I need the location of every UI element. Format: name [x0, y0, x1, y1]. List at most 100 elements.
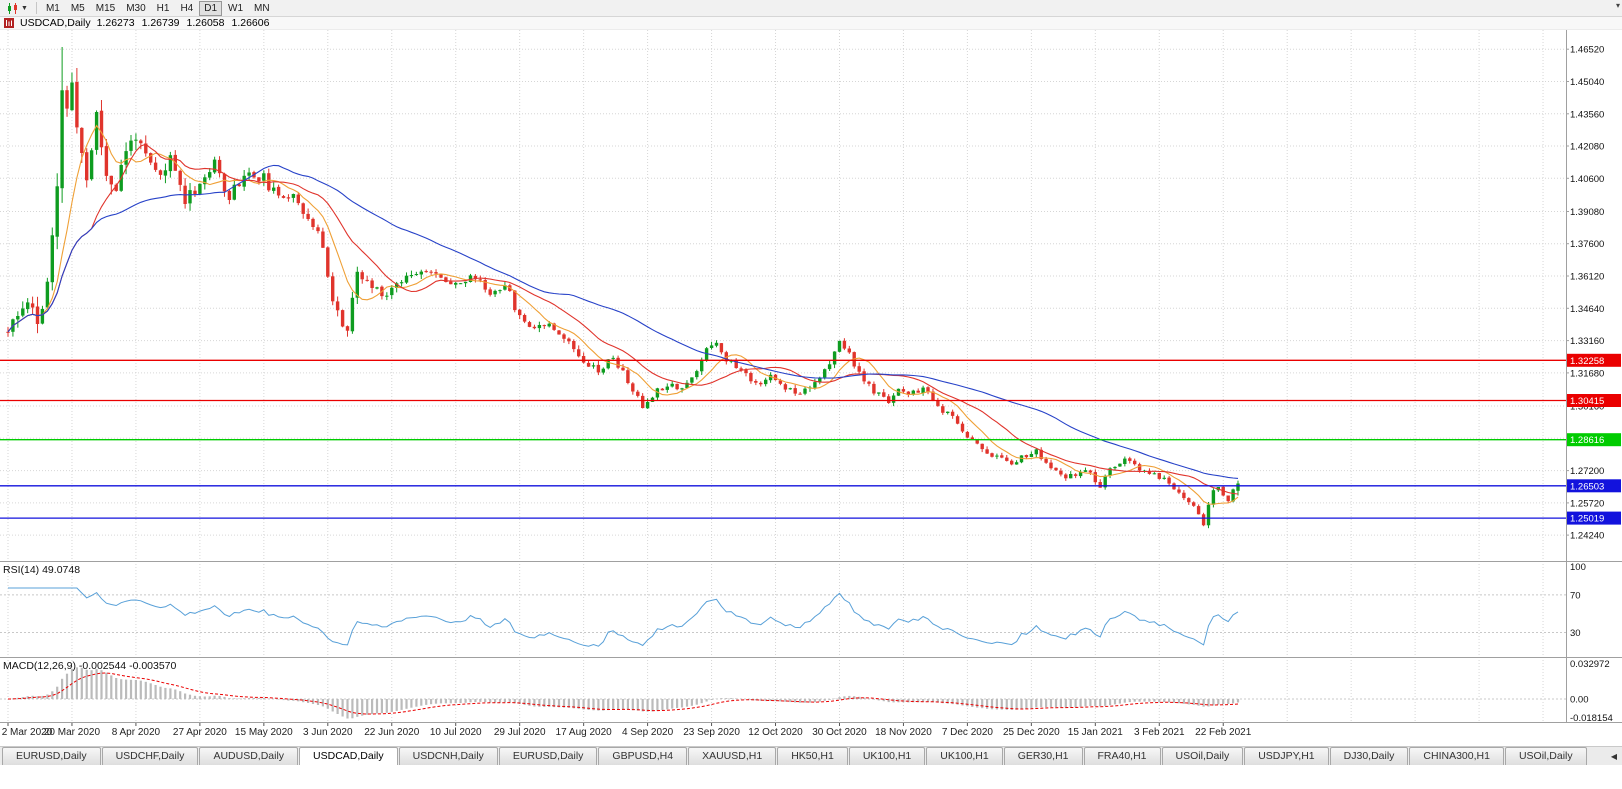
price-axis-badge[interactable]: 1.25019 [1567, 511, 1621, 525]
svg-text:18 Nov 2020: 18 Nov 2020 [875, 727, 932, 738]
timeframe-button-m1[interactable]: M1 [41, 1, 65, 16]
quote-open: 1.26273 [96, 17, 135, 29]
svg-text:1.43560: 1.43560 [1570, 109, 1604, 120]
svg-text:29 Jul 2020: 29 Jul 2020 [494, 727, 546, 738]
toolbar: ▼ M1 M5 M15 M30 H1 H4 D1 W1 MN ▾ [0, 0, 1622, 17]
chart-tab-usdcnh[interactable]: USDCNH,Daily [398, 747, 498, 765]
chart-title-symbol: USDCAD,Daily [20, 17, 91, 29]
timeframe-button-m30[interactable]: M30 [121, 1, 150, 16]
macd-label: MACD(12,26,9) -0.002544 -0.003570 [3, 660, 177, 672]
svg-text:1.25019: 1.25019 [1570, 514, 1604, 525]
svg-text:1.34640: 1.34640 [1570, 304, 1604, 315]
toolbar-separator [35, 2, 37, 14]
timeframe-button-h1[interactable]: H1 [152, 1, 175, 16]
chart-tab-china300[interactable]: CHINA300,H1 [1409, 747, 1504, 765]
chart-tab-audusd[interactable]: AUDUSD,Daily [199, 747, 299, 765]
chart-tabs-bar: EURUSD,Daily USDCHF,Daily AUDUSD,Daily USDC… [0, 746, 1622, 765]
macd-histogram [11, 667, 1240, 719]
svg-text:22 Jun 2020: 22 Jun 2020 [364, 727, 419, 738]
svg-text:30 Oct 2020: 30 Oct 2020 [812, 727, 867, 738]
chart-tab-eurusd[interactable]: EURUSD,Daily [2, 747, 101, 765]
svg-text:-0.018154: -0.018154 [1570, 713, 1613, 724]
toolbar-overflow-button[interactable]: ▾ [1615, 1, 1620, 10]
svg-text:4 Sep 2020: 4 Sep 2020 [622, 727, 674, 738]
quote-high: 1.26739 [141, 17, 180, 29]
ma-8-line [7, 124, 1239, 505]
svg-text:23 Sep 2020: 23 Sep 2020 [683, 727, 740, 738]
svg-text:1.42080: 1.42080 [1570, 142, 1604, 153]
svg-text:1.46520: 1.46520 [1570, 45, 1604, 56]
chart-tab-dj30[interactable]: DJ30,Daily [1329, 747, 1409, 765]
svg-text:8 Apr 2020: 8 Apr 2020 [112, 727, 161, 738]
chart-tab-hk50[interactable]: HK50,H1 [777, 747, 848, 765]
timeframe-button-h4[interactable]: H4 [175, 1, 198, 16]
indicator-levels [0, 594, 1566, 700]
chart-tab-usdjpy[interactable]: USDJPY,H1 [1244, 747, 1329, 765]
svg-text:1.30415: 1.30415 [1570, 396, 1604, 407]
chart-tab-usdcad[interactable]: USDCAD,Daily [299, 747, 398, 765]
svg-text:1.31680: 1.31680 [1570, 368, 1604, 379]
svg-text:70: 70 [1570, 590, 1581, 601]
chart-tab-gbpusd[interactable]: GBPUSD,H4 [598, 747, 688, 765]
price-axis-badge[interactable]: 1.28616 [1567, 433, 1621, 447]
chart-tab-eurusd[interactable]: EURUSD,Daily [498, 747, 598, 765]
tab-scroll-button[interactable]: ◀ [1607, 749, 1621, 763]
svg-text:0.032972: 0.032972 [1570, 659, 1610, 670]
chart-window-icon[interactable] [4, 18, 14, 28]
timeframe-button-d1[interactable]: D1 [199, 0, 223, 16]
svg-text:7 Dec 2020: 7 Dec 2020 [942, 727, 994, 738]
rsi-axis: 100 70 30 [1570, 562, 1586, 639]
chart-tab-usdchf[interactable]: USDCHF,Daily [101, 747, 199, 765]
svg-text:17 Aug 2020: 17 Aug 2020 [556, 727, 613, 738]
chart-type-button[interactable]: ▼ [3, 1, 32, 16]
svg-text:1.26503: 1.26503 [1570, 481, 1604, 492]
timeframe-button-m5[interactable]: M5 [66, 1, 90, 16]
svg-text:1.39080: 1.39080 [1570, 207, 1604, 218]
svg-text:100: 100 [1570, 562, 1586, 573]
svg-text:27 Apr 2020: 27 Apr 2020 [173, 727, 227, 738]
svg-text:30: 30 [1570, 628, 1581, 639]
svg-text:12 Oct 2020: 12 Oct 2020 [748, 727, 803, 738]
status-gap [0, 741, 1622, 746]
chart-title-ohlc: 1.26273 1.26739 1.26058 1.26606 [97, 17, 270, 29]
timeframe-button-m15[interactable]: M15 [91, 1, 120, 16]
chart-window-titlebar: USDCAD,Daily 1.26273 1.26739 1.26058 1.2… [0, 17, 1622, 30]
svg-text:1.33160: 1.33160 [1570, 336, 1604, 347]
svg-text:1.28616: 1.28616 [1570, 435, 1604, 446]
chart-tab-uk100[interactable]: UK100,H1 [926, 747, 1003, 765]
svg-text:15 May 2020: 15 May 2020 [235, 727, 293, 738]
chart-tab-fra40[interactable]: FRA40,H1 [1083, 747, 1161, 765]
candlestick-chart-icon [7, 2, 19, 14]
price-chart-svg[interactable]: 1.46520 1.45040 1.43560 1.42080 1.40600 1.390… [0, 30, 1622, 741]
svg-text:25 Dec 2020: 25 Dec 2020 [1003, 727, 1060, 738]
chart-tab-uk100[interactable]: UK100,H1 [848, 747, 926, 765]
chevron-down-icon: ▼ [21, 4, 28, 12]
chart-tab-ger30[interactable]: GER30,H1 [1003, 747, 1083, 765]
timeframe-toolbar: M1 M5 M15 M30 H1 H4 D1 W1 MN [41, 0, 275, 16]
svg-text:1.40600: 1.40600 [1570, 174, 1604, 185]
svg-text:1.32258: 1.32258 [1570, 356, 1604, 367]
svg-text:15 Jan 2021: 15 Jan 2021 [1068, 727, 1123, 738]
bottom-filler [0, 765, 1622, 789]
price-axis-badge[interactable]: 1.26503 [1567, 479, 1621, 493]
svg-text:1.27200: 1.27200 [1570, 466, 1604, 477]
chart-tab-usoil[interactable]: USOil,Daily [1161, 747, 1244, 765]
chart-tab-usoil[interactable]: USOil,Daily [1504, 747, 1587, 765]
price-axis-badge[interactable]: 1.32258 [1567, 353, 1621, 367]
macd-axis: 0.032972 0.00 -0.018154 [1570, 659, 1613, 724]
chart-area[interactable]: 1.46520 1.45040 1.43560 1.42080 1.40600 1.390… [0, 30, 1622, 741]
svg-text:22 Feb 2021: 22 Feb 2021 [1195, 727, 1252, 738]
chart-tab-xauusd[interactable]: XAUUSD,H1 [688, 747, 777, 765]
timeframe-button-w1[interactable]: W1 [223, 1, 248, 16]
price-axis-badge[interactable]: 1.30415 [1567, 394, 1621, 407]
grid-layer [0, 30, 1566, 722]
svg-text:3 Feb 2021: 3 Feb 2021 [1134, 727, 1185, 738]
panel-separators [0, 30, 1622, 723]
macd-signal-line [7, 672, 1239, 715]
svg-text:1.25720: 1.25720 [1570, 498, 1604, 509]
svg-text:10 Jul 2020: 10 Jul 2020 [430, 727, 482, 738]
price-axis[interactable]: 1.46520 1.45040 1.43560 1.42080 1.40600 1.390… [1566, 45, 1604, 542]
timeframe-button-mn[interactable]: MN [249, 1, 275, 16]
